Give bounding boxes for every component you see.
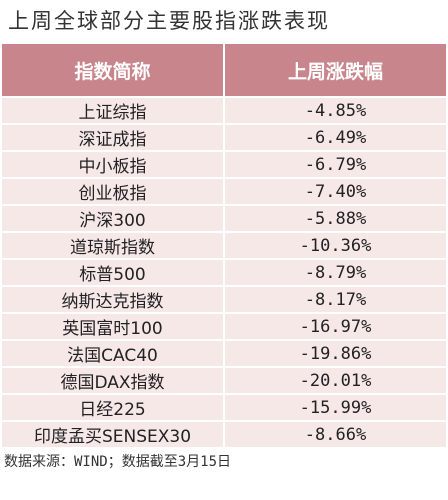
table-row: 道琼斯指数 -10.36% bbox=[0, 231, 448, 260]
index-name: 日经225 bbox=[0, 393, 225, 422]
weekly-change: -20.01% bbox=[223, 366, 448, 395]
weekly-change: -6.49% bbox=[223, 123, 448, 152]
table-row: 中小板指 -6.79% bbox=[0, 150, 448, 179]
table-row: 纳斯达克指数 -8.17% bbox=[0, 285, 448, 314]
index-name: 印度孟买SENSEX30 bbox=[0, 420, 225, 449]
weekly-change: -16.97% bbox=[223, 312, 448, 341]
table-row: 上证综指 -4.85% bbox=[0, 96, 448, 125]
index-name: 法国CAC40 bbox=[0, 339, 225, 368]
index-name: 上证综指 bbox=[0, 96, 225, 125]
weekly-change: -4.85% bbox=[223, 96, 448, 125]
table-row: 深证成指 -6.49% bbox=[0, 123, 448, 152]
index-name: 深证成指 bbox=[0, 123, 225, 152]
table-row: 德国DAX指数 -20.01% bbox=[0, 366, 448, 395]
weekly-change: -6.79% bbox=[223, 150, 448, 179]
column-header: 指数简称 bbox=[0, 42, 225, 98]
index-name: 沪深300 bbox=[0, 204, 225, 233]
table-row: 沪深300 -5.88% bbox=[0, 204, 448, 233]
header-row: 指数简称 上周涨跌幅 bbox=[0, 42, 448, 98]
table: 指数简称 上周涨跌幅 上证综指 -4.85% 深证成指 -6.49% 中小板指 -6.79… bbox=[0, 42, 448, 449]
table-row: 标普500 -8.79% bbox=[0, 258, 448, 287]
weekly-change: -7.40% bbox=[223, 177, 448, 206]
table-row: 英国富时100 -16.97% bbox=[0, 312, 448, 341]
weekly-change: -10.36% bbox=[223, 231, 448, 260]
index-name: 创业板指 bbox=[0, 177, 225, 206]
weekly-change: -15.99% bbox=[223, 393, 448, 422]
title: 上周全球部分主要股指涨跌表现 bbox=[8, 9, 330, 33]
index-name: 纳斯达克指数 bbox=[0, 285, 225, 314]
weekly-change: -8.79% bbox=[223, 258, 448, 287]
index-name: 标普500 bbox=[0, 258, 225, 287]
weekly-change: -8.66% bbox=[223, 420, 448, 449]
column-header: 上周涨跌幅 bbox=[223, 42, 448, 98]
index-name: 道琼斯指数 bbox=[0, 231, 225, 260]
index-name: 中小板指 bbox=[0, 150, 225, 179]
table-row: 法国CAC40 -19.86% bbox=[0, 339, 448, 368]
weekly-change: -19.86% bbox=[223, 339, 448, 368]
index-name: 英国富时100 bbox=[0, 312, 225, 341]
table-row: 创业板指 -7.40% bbox=[0, 177, 448, 206]
weekly-change: -5.88% bbox=[223, 204, 448, 233]
index-name: 德国DAX指数 bbox=[0, 366, 225, 395]
table-row: 印度孟买SENSEX30 -8.66% bbox=[0, 420, 448, 449]
weekly-change: -8.17% bbox=[223, 285, 448, 314]
footer-note: 数据来源：WIND；数据截至3月15日 bbox=[4, 454, 232, 470]
table-row: 日经225 -15.99% bbox=[0, 393, 448, 422]
